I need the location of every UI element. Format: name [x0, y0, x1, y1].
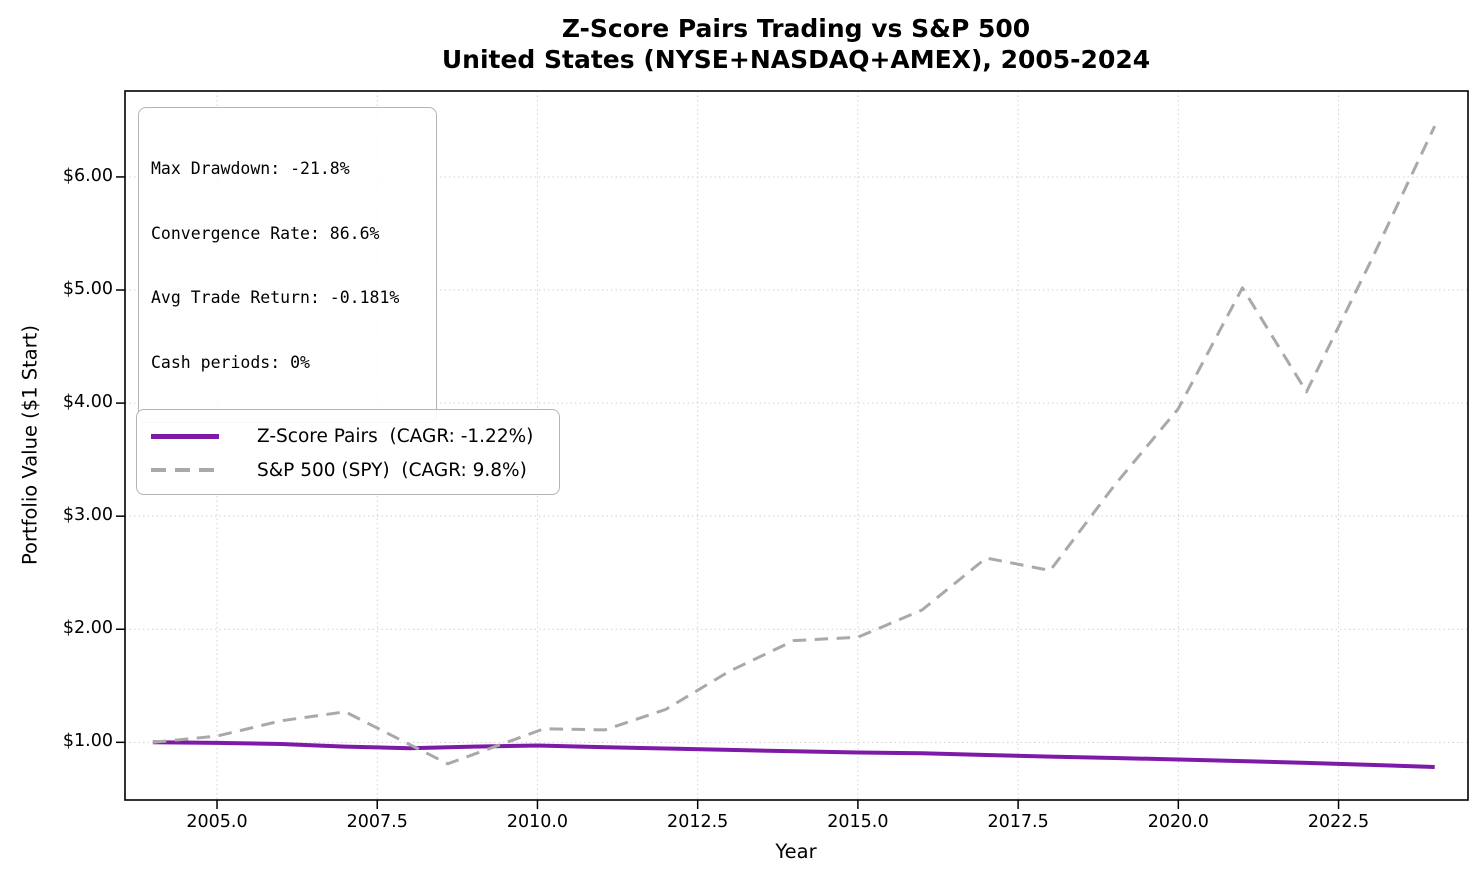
zscore-line-swatch-icon — [151, 433, 219, 439]
x-tick-label: 2005.0 — [186, 812, 248, 832]
y-tick-label: $1.00 — [62, 731, 113, 752]
x-axis-label: Year — [775, 840, 817, 863]
y-axis-label: Portfolio Value ($1 Start) — [18, 324, 42, 566]
x-tick-label: 2022.5 — [1307, 812, 1370, 832]
legend-label-zscore: Z-Score Pairs (CAGR: -1.22%) — [257, 425, 534, 447]
x-tick-label: 2010.0 — [506, 812, 569, 832]
x-tick-label: 2020.0 — [1147, 812, 1209, 832]
zscore-series-line — [152, 740, 1435, 769]
stat-convergence-rate: Convergence Rate: 86.6% — [151, 223, 380, 243]
chart-title: Z-Score Pairs Trading vs S&P 500 United … — [442, 13, 1150, 75]
title-line-2: United States (NYSE+NASDAQ+AMEX), 2005-2… — [441, 45, 1151, 74]
x-tick-label: 2017.5 — [987, 812, 1049, 832]
legend-label-spy: S&P 500 (SPY) (CAGR: 9.8%) — [257, 459, 527, 481]
stat-avg-trade-return: Avg Trade Return: -0.181% — [151, 288, 400, 307]
x-tick-label: 2012.5 — [667, 812, 729, 832]
y-tick-label: $2.00 — [62, 618, 113, 639]
y-tick-label: $6.00 — [62, 165, 113, 186]
legend: Z-Score Pairs (CAGR: -1.22%) S&P 500 (SP… — [136, 409, 560, 495]
plot-frame — [124, 90, 1469, 801]
stat-max-drawdown: Max Drawdown: -21.8% — [151, 159, 350, 178]
legend-row-zscore: Z-Score Pairs (CAGR: -1.22%) — [151, 419, 543, 453]
spy-line-swatch-icon — [151, 468, 219, 472]
title-line-1: Z-Score Pairs Trading vs S&P 500 — [561, 14, 1031, 43]
stats-box: Max Drawdown: -21.8% Convergence Rate: 8… — [138, 107, 437, 423]
y-tick-label: $5.00 — [62, 279, 113, 300]
stat-cash-periods: Cash periods: 0% — [151, 352, 310, 372]
spy-series-line — [152, 125, 1437, 766]
legend-row-spy: S&P 500 (SPY) (CAGR: 9.8%) — [151, 453, 543, 487]
y-tick-label: $4.00 — [62, 392, 113, 413]
x-tick-label: 2007.5 — [346, 812, 408, 832]
x-tick-label: 2015.0 — [827, 812, 889, 832]
y-tick-label: $3.00 — [62, 505, 113, 526]
